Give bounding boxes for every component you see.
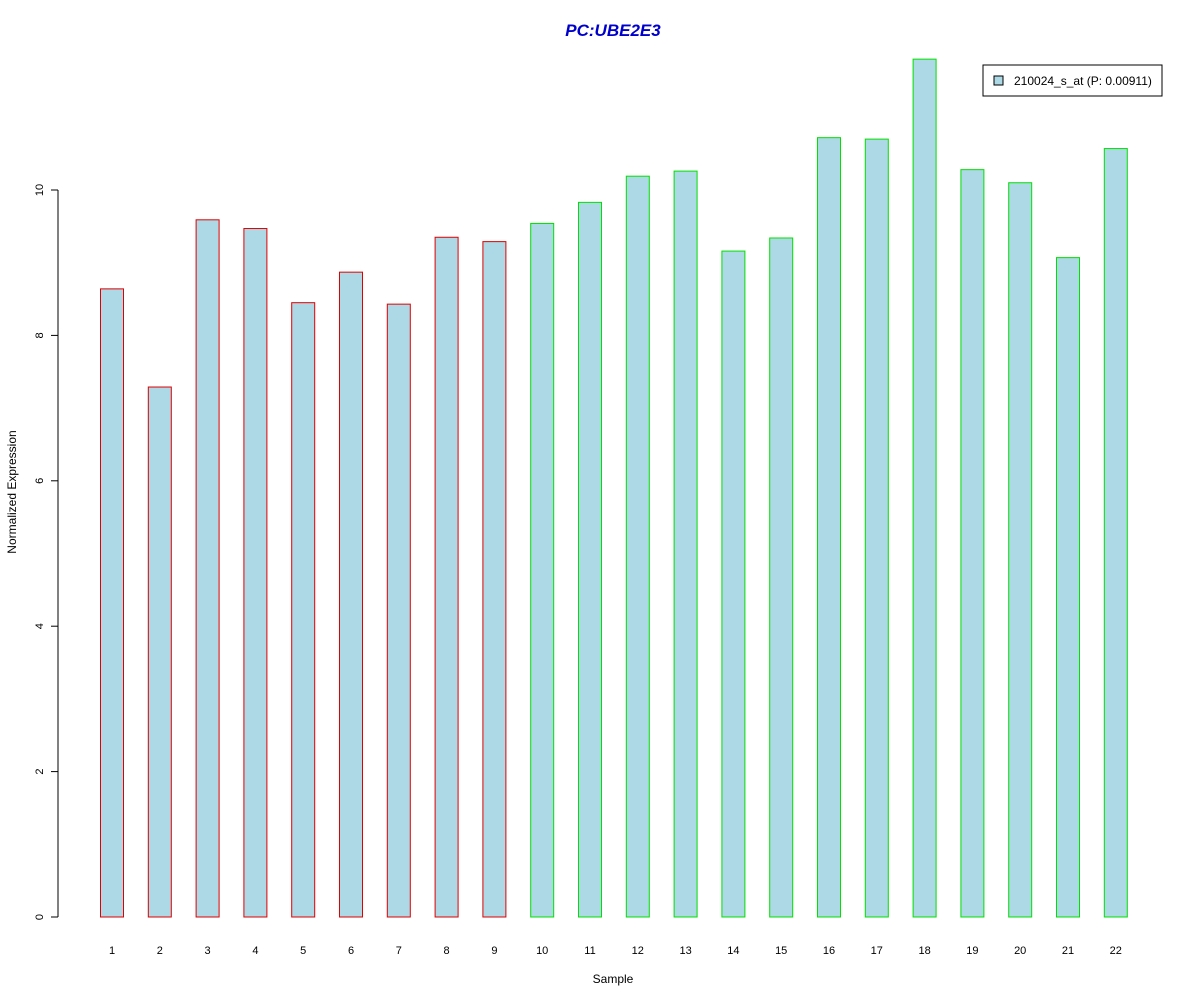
bar-sample-16: [817, 137, 841, 918]
y-tick-label: 4: [34, 623, 46, 629]
y-tick-label: 0: [34, 914, 46, 920]
bar-sample-11: [578, 201, 602, 918]
x-tick-label: 20: [1014, 945, 1026, 957]
bar-sample-1: [100, 288, 124, 918]
x-tick-label: 4: [252, 945, 258, 957]
x-tick-label: 17: [871, 945, 883, 957]
x-tick-labels: 1 2 3 4 5 6 7 8 9 10 11 12 13 14 15 16 17 18 19 20 21 22: [109, 945, 1122, 957]
x-tick-label: 15: [775, 945, 787, 957]
y-tick-label: 6: [34, 478, 46, 484]
x-tick-label: 16: [823, 945, 835, 957]
bar-sample-10: [530, 222, 555, 918]
x-tick-label: 1: [109, 945, 115, 957]
bar-sample-14: [721, 250, 746, 918]
x-tick-label: 14: [727, 945, 739, 957]
bar-sample-7: [386, 303, 411, 918]
legend-entry-label: 210024_s_at (P: 0.00911): [1014, 74, 1152, 88]
x-tick-label: 9: [491, 945, 497, 957]
y-tick-label: 8: [34, 332, 46, 338]
bar-sample-5: [291, 302, 316, 918]
x-tick-label: 2: [157, 945, 163, 957]
x-tick-label: 18: [918, 945, 930, 957]
x-tick-label: 11: [584, 945, 595, 957]
x-tick-label: 7: [396, 945, 402, 957]
bar-sample-22: [1103, 148, 1128, 918]
chart-title: PC:UBE2E3: [565, 21, 661, 40]
bar-sample-17: [864, 138, 889, 918]
bar-sample-4: [243, 228, 268, 918]
bar-sample-3: [195, 219, 220, 918]
bar-sample-8: [434, 236, 459, 918]
x-tick-label: 19: [966, 945, 978, 957]
y-axis: 0 2 4 6 8 10: [34, 184, 59, 920]
y-axis-label: Normalized Expression: [5, 430, 19, 553]
bar-sample-9: [482, 241, 507, 918]
bar-sample-2: [147, 386, 172, 918]
bar-sample-19: [960, 169, 985, 918]
legend-box: [982, 64, 1163, 97]
x-tick-label: 21: [1062, 945, 1074, 957]
x-tick-label: 10: [536, 945, 548, 957]
x-tick-label: 12: [632, 945, 644, 957]
x-tick-label: 5: [300, 945, 306, 957]
bar-sample-20: [1008, 182, 1033, 918]
x-axis-label: Sample: [593, 972, 634, 986]
x-tick-label: 3: [205, 945, 211, 957]
x-tick-label: 22: [1110, 945, 1122, 957]
x-tick-label: 6: [348, 945, 354, 957]
bar-sample-18: [912, 58, 937, 918]
y-tick-label: 10: [34, 184, 46, 196]
bar-sample-13: [673, 170, 698, 918]
bars: [100, 58, 1128, 918]
x-tick-label: 13: [679, 945, 691, 957]
legend-swatch: [993, 75, 1004, 86]
x-tick-label: 8: [444, 945, 450, 957]
bar-sample-6: [339, 271, 363, 918]
bar-sample-21: [1056, 257, 1080, 918]
y-tick-label: 2: [34, 769, 46, 775]
bar-sample-12: [625, 175, 650, 918]
bar-sample-15: [769, 237, 794, 918]
legend: 210024_s_at (P: 0.00911): [982, 64, 1163, 97]
